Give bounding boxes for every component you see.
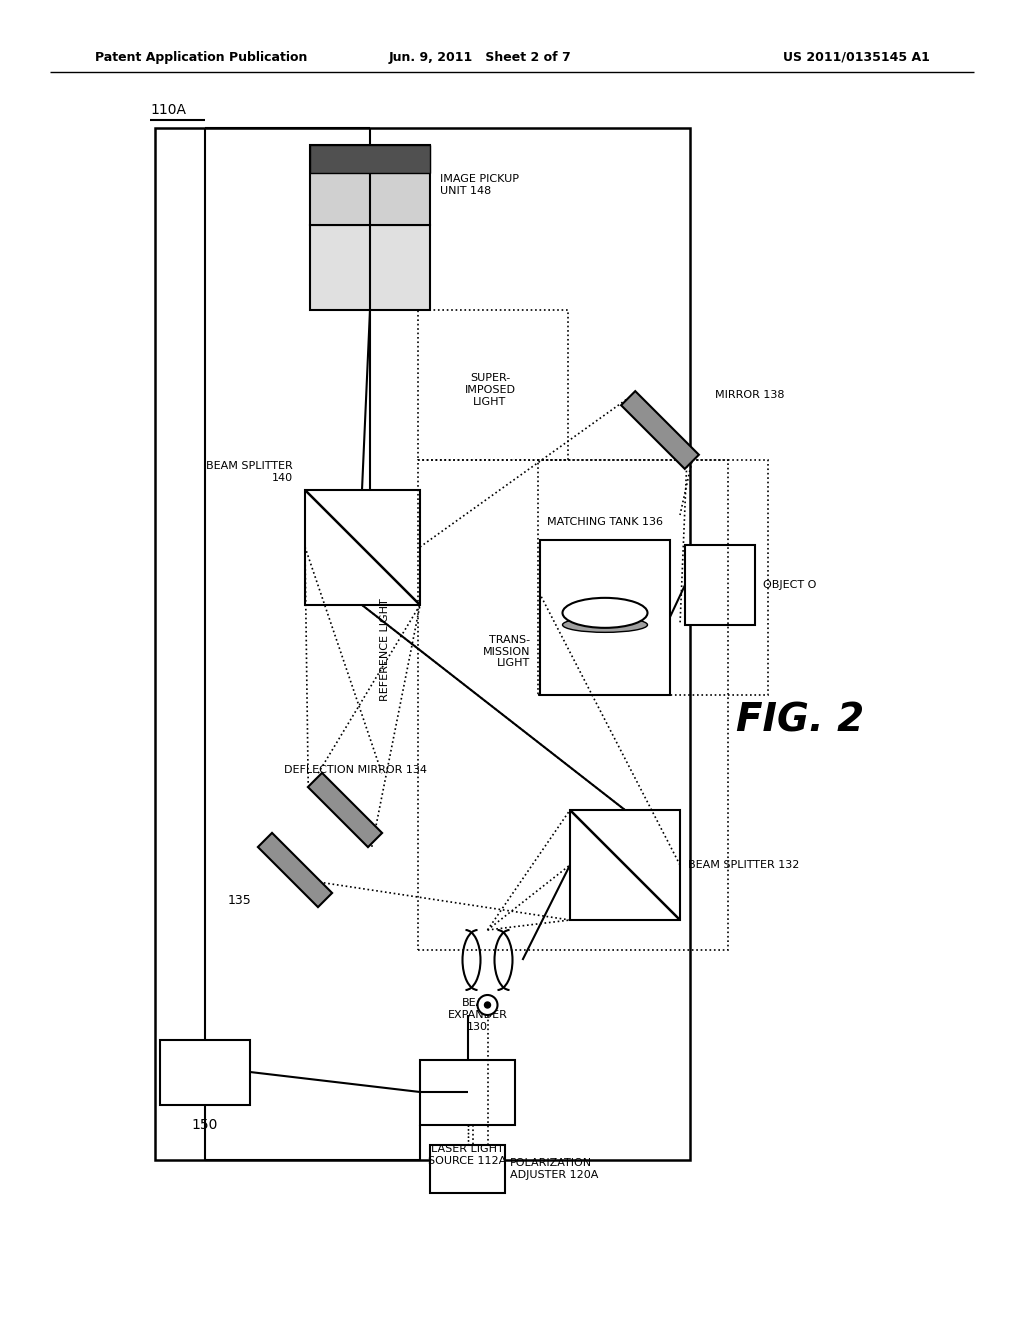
Text: FIG. 2: FIG. 2: [736, 701, 864, 739]
Ellipse shape: [562, 598, 647, 628]
Bar: [430, 1144, 505, 1193]
Bar: [570, 810, 680, 920]
Polygon shape: [305, 490, 420, 605]
Text: 150: 150: [191, 1118, 218, 1133]
Text: POLARIZATION
ADJUSTER 120A: POLARIZATION ADJUSTER 120A: [510, 1158, 598, 1180]
Polygon shape: [308, 774, 382, 847]
Text: Jun. 9, 2011   Sheet 2 of 7: Jun. 9, 2011 Sheet 2 of 7: [389, 50, 571, 63]
Bar: [310, 224, 430, 310]
Text: OBJECT O: OBJECT O: [763, 579, 816, 590]
Bar: [418, 459, 728, 950]
Text: BEAM SPLITTER 132: BEAM SPLITTER 132: [688, 861, 800, 870]
Polygon shape: [622, 391, 699, 469]
Bar: [538, 459, 768, 696]
Text: MATCHING TANK 136: MATCHING TANK 136: [547, 517, 663, 527]
Bar: [540, 540, 670, 696]
Text: BEAM SPLITTER
140: BEAM SPLITTER 140: [206, 461, 293, 483]
Circle shape: [477, 995, 498, 1015]
Text: IMAGE PICKUP
UNIT 148: IMAGE PICKUP UNIT 148: [440, 174, 519, 195]
Bar: [310, 145, 430, 224]
Text: MIRROR 138: MIRROR 138: [715, 389, 784, 400]
Bar: [155, 128, 690, 1160]
Polygon shape: [258, 833, 332, 907]
Bar: [310, 145, 430, 173]
Text: BEAM
EXPANDER
130: BEAM EXPANDER 130: [447, 998, 508, 1032]
Text: Patent Application Publication: Patent Application Publication: [95, 50, 307, 63]
Bar: [305, 490, 420, 605]
Text: 110A: 110A: [150, 103, 186, 117]
Text: TRANS-
MISSION
LIGHT: TRANS- MISSION LIGHT: [482, 635, 530, 668]
Bar: [420, 1060, 515, 1125]
Polygon shape: [570, 810, 680, 920]
Text: 135: 135: [228, 894, 252, 907]
Text: LASER LIGHT
SOURCE 112A: LASER LIGHT SOURCE 112A: [428, 1144, 507, 1166]
Text: SUPER-
IMPOSED
LIGHT: SUPER- IMPOSED LIGHT: [465, 374, 515, 407]
Ellipse shape: [562, 618, 647, 632]
Text: US 2011/0135145 A1: US 2011/0135145 A1: [783, 50, 930, 63]
Bar: [685, 545, 755, 624]
Bar: [418, 310, 568, 459]
Circle shape: [484, 1002, 490, 1008]
Text: DEFLECTION MIRROR 134: DEFLECTION MIRROR 134: [284, 766, 427, 775]
Bar: [160, 1040, 250, 1105]
Text: REFERENCE LIGHT: REFERENCE LIGHT: [380, 599, 390, 701]
